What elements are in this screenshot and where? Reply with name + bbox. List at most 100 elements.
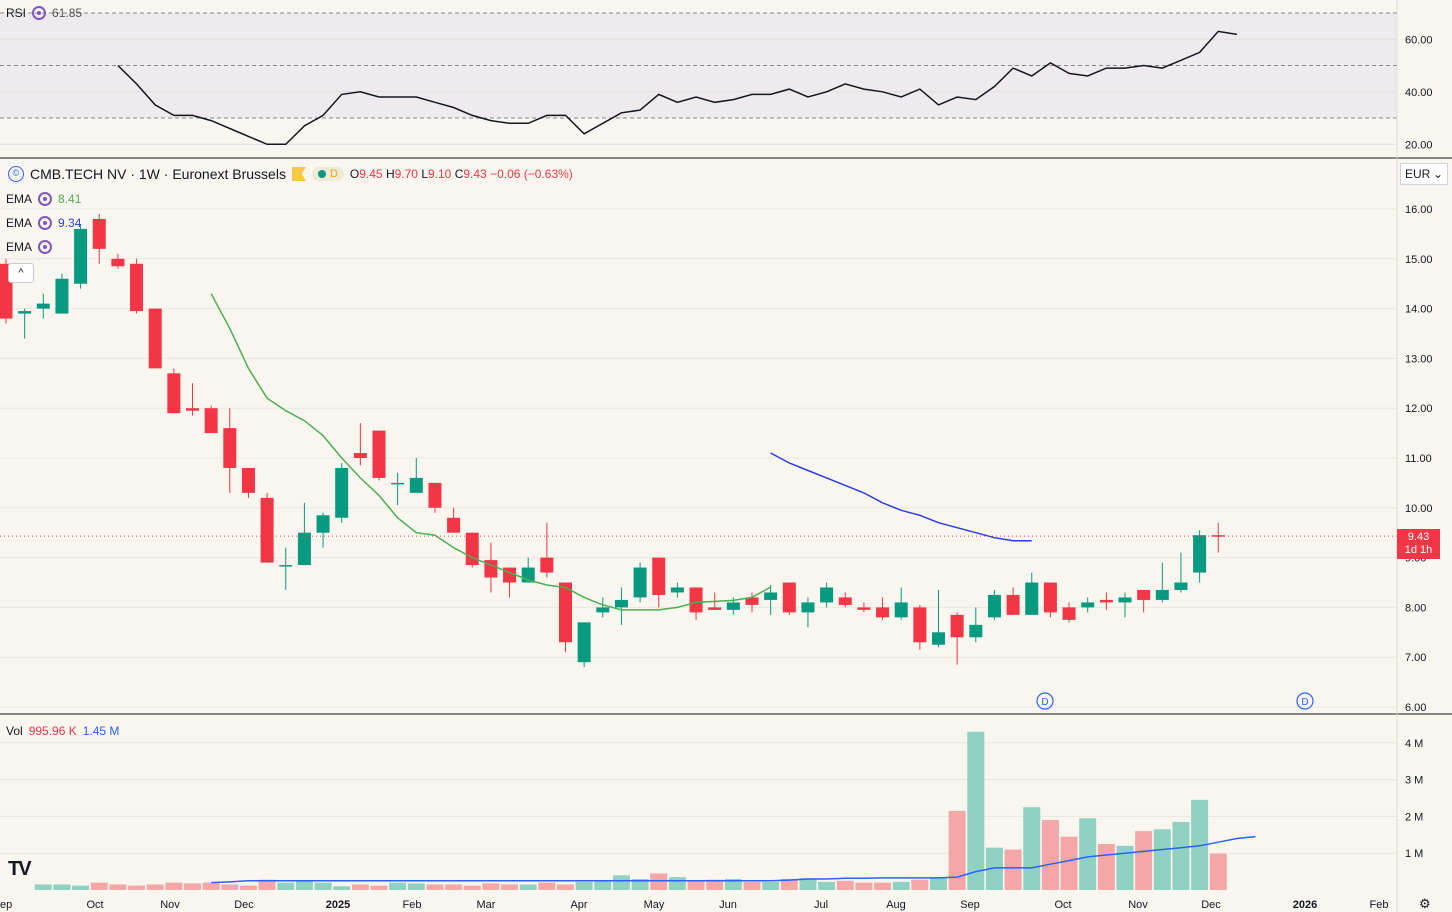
volume-bar[interactable] [1004, 849, 1022, 890]
volume-bar[interactable] [575, 881, 593, 890]
candle[interactable] [18, 308, 32, 339]
candle[interactable] [465, 532, 479, 568]
candle[interactable] [801, 597, 815, 628]
volume-bar[interactable] [1209, 853, 1227, 890]
volume-bar[interactable] [557, 884, 574, 890]
candle[interactable] [913, 604, 927, 650]
volume-bar[interactable] [407, 883, 425, 890]
candle[interactable] [1155, 562, 1169, 603]
candle[interactable] [932, 589, 945, 648]
candle[interactable] [55, 273, 69, 314]
candle[interactable] [409, 458, 423, 493]
volume-bar[interactable] [221, 884, 239, 890]
candle[interactable] [614, 587, 628, 625]
candle[interactable] [838, 592, 852, 608]
volume-bar[interactable] [184, 883, 201, 890]
ema-short-line[interactable] [210, 293, 772, 611]
volume-bar[interactable] [631, 878, 649, 890]
candle[interactable] [111, 253, 125, 269]
candle[interactable] [353, 423, 367, 466]
candle[interactable] [186, 383, 199, 416]
candle[interactable] [1174, 552, 1188, 593]
volume-bar[interactable] [72, 885, 90, 890]
volume-bar[interactable] [799, 878, 817, 890]
volume-bar[interactable] [650, 873, 668, 890]
volume-bar[interactable] [930, 877, 947, 890]
candle[interactable] [167, 368, 181, 414]
volume-bar[interactable] [780, 878, 798, 890]
candle[interactable] [1137, 589, 1151, 613]
volume-bar[interactable] [146, 884, 164, 890]
candle[interactable] [596, 597, 610, 618]
candle[interactable] [297, 502, 311, 566]
candle[interactable] [130, 258, 144, 314]
candle[interactable] [223, 408, 237, 493]
volume-bar[interactable] [874, 882, 892, 890]
volume-bar[interactable] [165, 882, 183, 890]
candle[interactable] [1043, 582, 1057, 618]
candle[interactable] [876, 597, 890, 620]
volume-bar[interactable] [706, 879, 724, 890]
volume-bar[interactable] [743, 881, 761, 890]
settings-gear-icon[interactable]: ⚙ [1419, 896, 1431, 911]
candle[interactable] [969, 607, 983, 643]
volume-bar[interactable] [855, 882, 873, 890]
volume-bar[interactable] [426, 884, 444, 890]
volume-bar[interactable] [1191, 799, 1209, 890]
candle[interactable] [987, 589, 1001, 620]
volume-bar[interactable] [277, 882, 295, 890]
candle[interactable] [335, 462, 349, 523]
volume-bar[interactable] [501, 884, 519, 890]
volume-legend[interactable]: Vol 995.96 K 1.45 M [6, 724, 119, 738]
dividend-marker[interactable] [1036, 692, 1054, 710]
volume-bar[interactable] [389, 882, 407, 890]
candle[interactable] [782, 582, 796, 615]
volume-bar[interactable] [612, 875, 630, 890]
rsi-legend[interactable]: RSI 61.85 [6, 6, 82, 20]
candle[interactable] [652, 557, 666, 608]
volume-bar[interactable] [818, 881, 836, 890]
volume-bar[interactable] [34, 884, 52, 890]
candle[interactable] [391, 472, 405, 506]
volume-bar[interactable] [668, 877, 686, 890]
volume-bar[interactable] [239, 885, 257, 890]
candle[interactable] [745, 592, 759, 613]
candle[interactable] [577, 622, 591, 668]
volume-bar[interactable] [109, 884, 127, 890]
candle[interactable] [689, 587, 703, 620]
candle[interactable] [279, 547, 293, 590]
volume-bar[interactable] [90, 882, 108, 890]
volume-bar[interactable] [482, 883, 500, 890]
candle[interactable] [820, 582, 834, 608]
volume-bar[interactable] [538, 882, 556, 890]
candle[interactable] [428, 482, 442, 513]
candle[interactable] [241, 467, 255, 498]
volume-bar[interactable] [985, 847, 1003, 890]
candle[interactable] [950, 612, 964, 665]
volume-bar[interactable] [333, 886, 351, 890]
volume-bar[interactable] [463, 885, 481, 890]
candle[interactable] [74, 223, 88, 289]
volume-bar[interactable] [911, 879, 929, 890]
volume-bar[interactable] [202, 882, 220, 890]
volume-bar[interactable] [1172, 821, 1190, 890]
volume-bar[interactable] [724, 878, 742, 890]
volume-bar[interactable] [128, 885, 146, 890]
volume-bar[interactable] [1116, 845, 1134, 890]
candle[interactable] [857, 602, 871, 613]
refresh-icon[interactable] [38, 240, 53, 254]
volume-bar[interactable] [892, 881, 910, 890]
currency-select[interactable]: EUR ⌄ [1400, 163, 1448, 185]
volume-ma-line[interactable] [211, 835, 1256, 884]
ema-legend-1[interactable]: EMA 8.41 [6, 192, 81, 206]
volume-bar[interactable] [1097, 844, 1115, 890]
candle[interactable] [148, 308, 162, 369]
volume-bar[interactable] [258, 879, 276, 890]
symbol-title[interactable]: CMB.TECH NV · 1W · Euronext Brussels [30, 166, 286, 182]
volume-bar[interactable] [1060, 836, 1078, 890]
volume-bar[interactable] [295, 880, 313, 890]
volume-bar[interactable] [687, 880, 705, 890]
candle[interactable] [1006, 587, 1020, 615]
candle[interactable] [894, 587, 908, 620]
